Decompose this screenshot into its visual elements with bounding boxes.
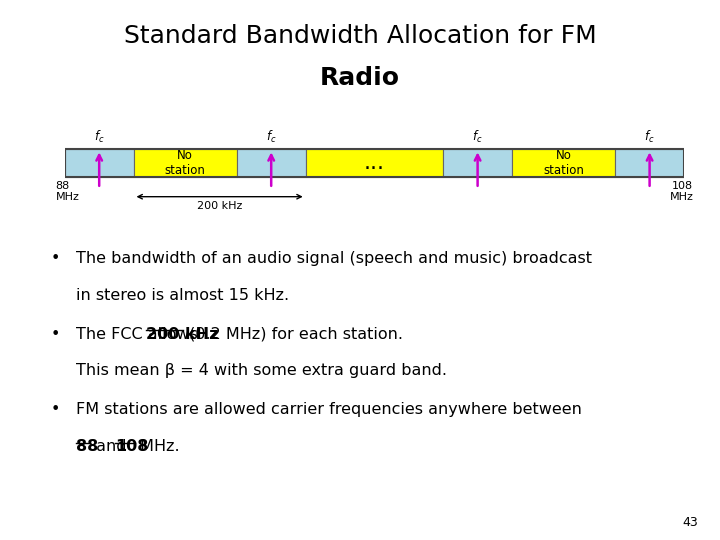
Text: $f_c$: $f_c$ — [472, 129, 483, 145]
Text: $f_c$: $f_c$ — [94, 129, 104, 145]
Text: 88
MHz: 88 MHz — [55, 180, 79, 202]
Bar — [444, 148, 512, 177]
Bar — [305, 148, 444, 177]
Text: $f_c$: $f_c$ — [266, 129, 276, 145]
Bar — [134, 148, 237, 177]
Text: 43: 43 — [683, 516, 698, 529]
Text: 108: 108 — [115, 439, 148, 454]
Text: •: • — [50, 251, 60, 266]
Text: FM stations are allowed carrier frequencies anywhere between: FM stations are allowed carrier frequenc… — [76, 402, 582, 417]
Text: MHz.: MHz. — [135, 439, 180, 454]
Text: ...: ... — [364, 153, 385, 173]
Bar — [65, 148, 134, 177]
Text: 200 kHz: 200 kHz — [197, 201, 243, 212]
Text: (0.2 MHz) for each station.: (0.2 MHz) for each station. — [184, 327, 402, 342]
Text: Standard Bandwidth Allocation for FM: Standard Bandwidth Allocation for FM — [124, 24, 596, 48]
Text: The FCC allows: The FCC allows — [76, 327, 202, 342]
Text: This mean β = 4 with some extra guard band.: This mean β = 4 with some extra guard ba… — [76, 363, 446, 379]
Bar — [65, 148, 684, 177]
Text: 88: 88 — [76, 439, 98, 454]
Text: and: and — [91, 439, 132, 454]
Bar — [237, 148, 305, 177]
Text: $f_c$: $f_c$ — [644, 129, 655, 145]
Text: in stereo is almost 15 kHz.: in stereo is almost 15 kHz. — [76, 288, 289, 303]
Text: The bandwidth of an audio signal (speech and music) broadcast: The bandwidth of an audio signal (speech… — [76, 251, 592, 266]
Bar — [615, 148, 684, 177]
Bar — [512, 148, 615, 177]
Text: 108
MHz: 108 MHz — [670, 180, 693, 202]
Text: Radio: Radio — [320, 66, 400, 90]
Text: No
station: No station — [165, 148, 206, 177]
Text: No
station: No station — [543, 148, 584, 177]
Text: •: • — [50, 402, 60, 417]
Text: •: • — [50, 327, 60, 342]
Text: 200 kHz: 200 kHz — [146, 327, 219, 342]
